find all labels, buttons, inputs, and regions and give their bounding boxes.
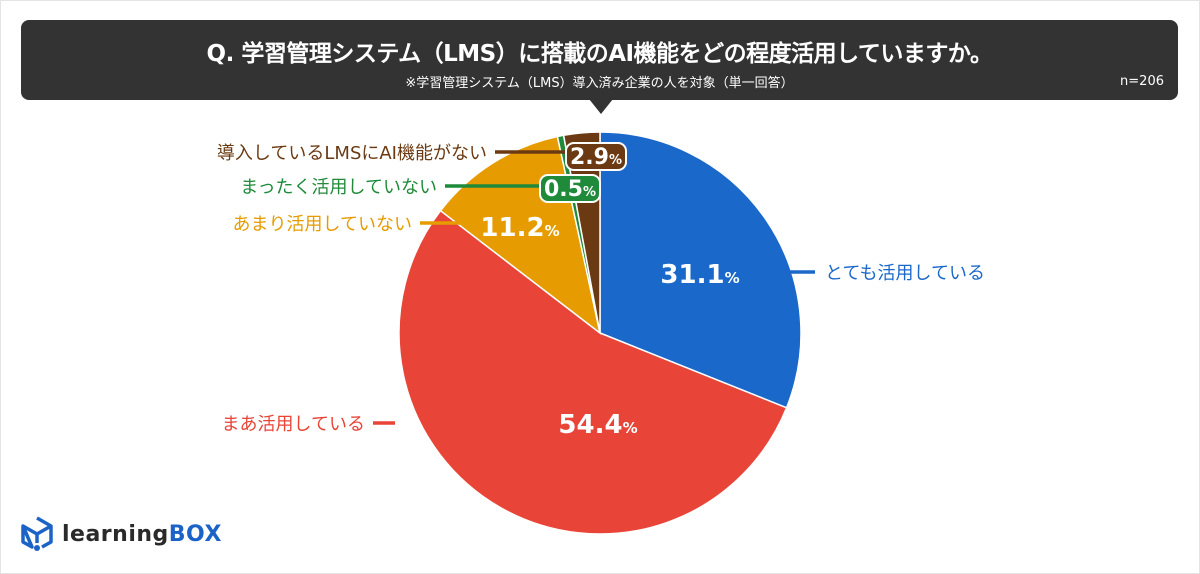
question-header: Q. 学習管理システム（LMS）に搭載のAI機能をどの程度活用していますか。 ※…	[21, 20, 1178, 114]
slice-label-0: とても活用している	[825, 263, 985, 284]
logo-accent: BOX	[168, 521, 222, 547]
pct-label-2: 11.2%	[480, 213, 559, 243]
pct-box-4	[565, 142, 627, 171]
slice-label-2: あまり活用していない	[233, 214, 412, 235]
pct-label-0: 31.1%	[660, 260, 739, 290]
chart-subtitle: ※学習管理システム（LMS）導入済み企業の人を対象（単一回答）	[405, 76, 794, 91]
pct-label-4: 2.9%	[570, 145, 622, 170]
pie-slice-0	[599, 131, 802, 409]
pct-label-1: 54.4%	[558, 410, 637, 440]
chart-title: Q. 学習管理システム（LMS）に搭載のAI機能をどの程度活用していますか。	[206, 41, 993, 67]
learningbox-logo: learningBOX	[20, 515, 222, 553]
logo-text: learning	[62, 521, 169, 547]
pie-slice-1	[398, 209, 788, 535]
pct-label-3: 0.5%	[544, 177, 596, 202]
cube-logo-icon	[21, 516, 53, 551]
pct-box-3	[539, 174, 601, 203]
slice-label-3: まったく活用していない	[240, 177, 437, 198]
sample-size: n=206	[1120, 74, 1164, 89]
slice-label-4: 導入しているLMSにAI機能がない	[217, 143, 487, 164]
slice-label-1: まあ活用している	[222, 414, 365, 435]
